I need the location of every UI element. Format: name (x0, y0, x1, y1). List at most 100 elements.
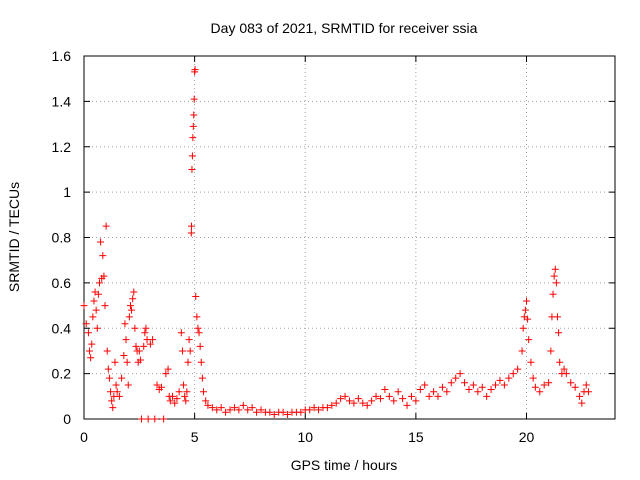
data-point (95, 279, 103, 287)
data-point (189, 122, 197, 130)
y-tick-label: 0.6 (52, 275, 72, 291)
data-point (456, 370, 464, 378)
data-point (162, 370, 170, 378)
data-point (121, 320, 129, 328)
data-point (199, 388, 207, 396)
data-point (500, 381, 508, 389)
data-point (94, 290, 102, 298)
data-point (571, 383, 579, 391)
data-point (80, 302, 88, 310)
data-point (102, 222, 110, 230)
data-point (146, 340, 154, 348)
data-point (226, 406, 234, 414)
data-point (425, 392, 433, 400)
data-point (188, 165, 196, 173)
data-point (524, 315, 532, 323)
data-point (141, 329, 149, 337)
data-point (310, 404, 318, 412)
data-point (518, 347, 526, 355)
data-point (505, 374, 513, 382)
data-point (582, 381, 590, 389)
data-point (487, 386, 495, 394)
data-point (188, 222, 196, 230)
data-point (208, 404, 216, 412)
data-point (560, 365, 568, 373)
data-point (266, 408, 274, 416)
data-point (217, 404, 225, 412)
data-point (483, 392, 491, 400)
data-point (399, 395, 407, 403)
data-point (239, 401, 247, 409)
data-point (173, 395, 181, 403)
data-point (492, 381, 500, 389)
data-point (144, 415, 152, 423)
data-point (346, 397, 353, 405)
x-tick-label: 10 (297, 429, 313, 445)
data-point (197, 358, 205, 366)
y-axis-label: SRMTID / TECUs (6, 182, 22, 292)
data-point (187, 229, 195, 237)
data-point (469, 381, 477, 389)
x-axis-label: GPS time / hours (291, 457, 398, 473)
data-point (175, 388, 183, 396)
data-point (509, 370, 517, 378)
data-point (523, 297, 530, 305)
data-point (115, 392, 123, 400)
data-point (394, 388, 402, 396)
data-point (222, 408, 230, 416)
data-point (556, 358, 564, 366)
data-point (120, 351, 128, 359)
data-point (196, 342, 204, 350)
data-point (390, 397, 398, 405)
data-point (323, 404, 331, 412)
data-point (578, 399, 586, 407)
data-point (149, 336, 157, 344)
data-point (434, 392, 442, 400)
y-tick-label: 1.6 (52, 48, 72, 64)
data-point (547, 347, 555, 355)
data-point (576, 392, 584, 400)
y-tick-label: 1 (63, 184, 71, 200)
data-point (111, 358, 119, 366)
data-point (89, 313, 97, 321)
data-point (341, 392, 349, 400)
data-point (553, 313, 561, 321)
data-point (132, 342, 140, 350)
data-point (101, 302, 109, 310)
data-point (191, 66, 199, 74)
data-point (531, 383, 539, 391)
data-point (551, 265, 559, 273)
data-point (190, 95, 198, 103)
data-point (105, 374, 113, 382)
plot-frame (83, 55, 616, 420)
data-point (204, 401, 212, 409)
data-point (142, 324, 150, 332)
data-point (186, 347, 194, 355)
data-point (257, 406, 265, 414)
data-point (97, 238, 105, 246)
data-point (372, 392, 380, 400)
data-point (193, 313, 201, 321)
data-point (151, 415, 159, 423)
data-point (270, 410, 278, 418)
data-point (194, 324, 202, 332)
data-point (521, 306, 529, 314)
data-point (235, 406, 243, 414)
data-point (192, 292, 200, 300)
data-point (169, 392, 176, 400)
data-point (519, 324, 527, 332)
data-point (104, 365, 112, 373)
data-point (567, 379, 575, 387)
data-point (496, 376, 504, 384)
data-point (129, 295, 137, 303)
data-point (332, 399, 340, 407)
data-point (112, 381, 120, 389)
data-point (527, 358, 535, 366)
data-point (93, 324, 101, 332)
data-point (140, 342, 148, 350)
y-tick-label: 0.4 (52, 320, 72, 336)
data-point (284, 410, 292, 418)
data-point (182, 397, 190, 405)
data-point (82, 320, 90, 328)
